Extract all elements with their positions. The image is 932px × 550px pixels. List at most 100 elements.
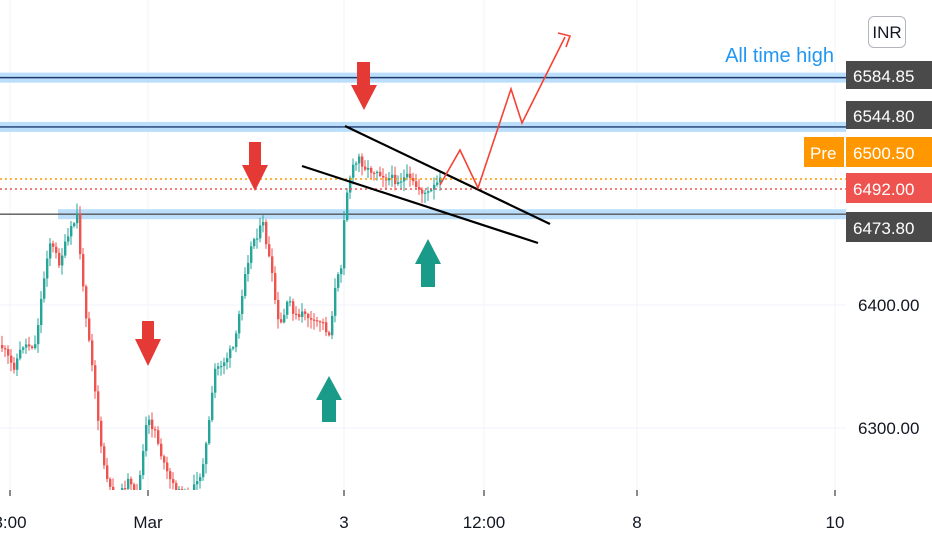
candle-body [406,173,409,178]
candle-body [433,184,436,190]
projection-arrowhead [557,32,572,48]
projection-path [439,32,572,191]
signal-arrows [135,62,441,422]
trendline-lower [301,164,539,245]
price-axis: 6400.00 6300.00 6584.85 6544.80 Pre 6500… [804,0,932,490]
arrow-down-icon [242,142,268,191]
price-tick: 6300.00 [858,419,919,438]
candle-body [49,243,52,259]
candle-body [328,332,331,336]
candle-body [301,311,304,317]
last-price-label: 6492.00 [846,173,932,203]
svg-text:6500.50: 6500.50 [853,144,914,163]
svg-text:6473.80: 6473.80 [853,219,914,238]
candle-body [97,391,100,421]
candle-body [289,301,292,303]
candle-body [421,189,424,194]
candle-body [262,222,265,226]
candle-body [88,318,91,341]
candle-body [259,225,262,239]
candle-body [340,268,343,275]
candle-body [313,319,316,321]
candle-body [40,298,43,326]
candle-body [91,340,94,366]
candle-body [412,178,415,182]
dotted-price-lines [0,178,846,190]
candle-body [31,346,34,349]
candle-body [364,166,367,170]
candlesticks [1,153,442,495]
candle-body [295,313,298,316]
candle-body [28,344,31,347]
candle-body [142,450,145,476]
candle-body [34,344,37,349]
candle-body [181,489,184,491]
price-tick: 6400.00 [858,296,919,315]
candle-body [175,483,178,490]
level-price-label: 6544.80 [846,101,932,129]
candle-body [67,236,70,242]
time-axis: 3:00 Mar 3 12:00 8 10 [0,490,932,550]
candle-body [76,213,79,224]
candle-body [307,313,310,319]
candle-body [268,244,271,257]
candle-body [355,163,358,165]
candle-body [157,430,160,444]
candle-body [79,213,82,255]
support-resistance-levels [0,72,846,220]
candle-body [151,419,154,430]
candle-body [10,355,13,363]
candle-body [172,479,175,484]
candle-body [235,333,238,348]
level-price-label: 6473.80 [846,212,932,242]
candle-body [424,192,427,194]
candle-body [361,156,364,167]
candle-body [145,425,148,451]
candle-body [103,446,106,466]
currency-selector[interactable]: INR [868,16,906,48]
time-tick: 3:00 [0,513,27,532]
candle-body [61,255,64,266]
candle-body [334,287,337,316]
candle-body [331,315,334,336]
candle-body [178,489,181,491]
pre-market-price-label: Pre 6500.50 [804,137,932,167]
candle-body [403,177,406,182]
candle-body [409,173,412,179]
annotation-all-time-high: All time high [725,45,834,67]
candle-body [292,301,295,314]
candle-body [346,192,349,221]
candle-body [133,484,136,490]
candle-body [124,488,127,490]
candle-body [58,252,61,266]
candle-body [274,273,277,301]
candle-body [94,365,97,392]
candle-body [325,322,328,333]
candle-body [169,471,172,480]
candle-body [106,465,109,480]
candle-body [283,314,286,323]
candle-body [127,478,130,489]
candle-body [109,479,112,487]
candle-body [16,358,19,370]
candle-body [343,220,346,269]
candle-body [232,347,235,349]
svg-text:6544.80: 6544.80 [853,107,914,126]
candle-body [391,174,394,179]
candle-body [82,254,85,287]
candle-body [121,488,124,490]
candle-body [223,362,226,366]
candle-body [247,262,250,274]
candle-body [286,301,289,315]
candle-body [379,171,382,176]
candle-body [265,222,268,245]
time-tick: 10 [826,513,845,532]
candle-body [271,256,274,274]
candle-body [415,181,418,188]
candle-body [238,314,241,334]
candle-body [166,462,169,472]
candle-body [250,246,253,263]
candle-body [256,238,259,240]
candle-body [298,314,301,317]
